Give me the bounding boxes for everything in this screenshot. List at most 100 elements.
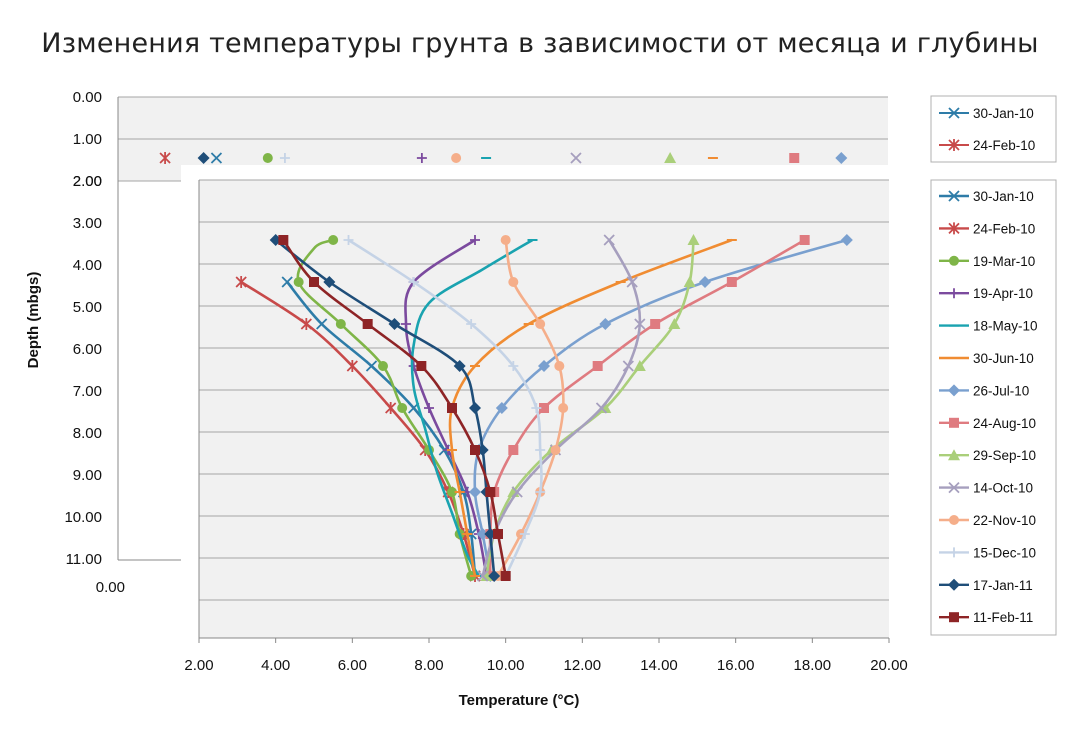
data-point (388, 318, 401, 330)
background-y-tick-label: 1.00 (73, 131, 102, 148)
series-11-Feb-11 (278, 235, 511, 581)
legend-marker (948, 384, 960, 397)
x-tick-label: 14.00 (640, 657, 678, 674)
legend-label: 26-Jul-10 (973, 383, 1029, 398)
data-point (466, 319, 477, 329)
x-tick-label: 6.00 (338, 657, 367, 674)
data-point (493, 529, 503, 539)
data-point (335, 319, 346, 329)
data-point (599, 402, 612, 413)
data-point (535, 445, 546, 455)
x-tick-label: 20.00 (870, 657, 908, 674)
legend-label: 19-Mar-10 (973, 254, 1035, 269)
x-tick-label: 10.00 (487, 657, 525, 674)
data-point (538, 360, 550, 372)
background-legend-label: 30-Jan-10 (973, 106, 1034, 121)
legend-marker (948, 222, 960, 235)
data-point (508, 277, 519, 287)
data-point (535, 319, 546, 329)
background-x-tick-label: 0.00 (96, 579, 125, 596)
data-point (346, 360, 358, 372)
legend-label: 24-Aug-10 (973, 416, 1036, 431)
data-point (385, 402, 397, 414)
data-point (519, 529, 530, 539)
legend-label: 18-May-10 (973, 319, 1038, 334)
data-point (550, 445, 561, 455)
data-point (316, 318, 328, 330)
data-point (343, 235, 354, 245)
data-point (726, 277, 737, 287)
background-y-tick-label: 0.00 (73, 89, 102, 106)
data-point (365, 360, 378, 372)
data-point (416, 361, 427, 371)
legend-marker (948, 190, 960, 202)
data-point (309, 277, 319, 287)
data-point (401, 319, 411, 329)
x-tick-label: 8.00 (414, 657, 443, 674)
data-point (554, 361, 565, 371)
background-data-point (197, 152, 210, 164)
data-point (508, 445, 519, 455)
data-point (485, 487, 496, 497)
data-point (668, 318, 681, 329)
background-legend-label: 24-Feb-10 (973, 138, 1035, 153)
legend-label: 22-Nov-10 (973, 513, 1036, 528)
legend-marker (949, 417, 959, 428)
background-legend-box (930, 95, 1057, 163)
background-data-point (789, 153, 800, 163)
y-tick-label: 8.00 (73, 425, 102, 442)
data-point (558, 403, 569, 413)
background-data-point (416, 153, 427, 163)
background-data-point (664, 152, 677, 163)
data-point (453, 360, 466, 372)
data-point (799, 235, 810, 245)
data-point (424, 403, 434, 413)
data-point (488, 570, 501, 582)
data-point (622, 360, 634, 372)
legend-marker (949, 612, 959, 623)
data-point (603, 234, 615, 246)
y-tick-label: 10.00 (64, 509, 102, 526)
data-point (634, 318, 646, 330)
page-title: Изменения температуры грунта в зависимос… (41, 28, 1039, 59)
y-tick-label: 7.00 (73, 383, 102, 400)
y-axis-title: Depth (mbgs) (25, 272, 42, 369)
data-point (495, 402, 508, 414)
data-point (397, 403, 408, 413)
data-point (699, 276, 711, 288)
data-point (323, 276, 336, 288)
y-tick-label: 5.00 (73, 299, 102, 316)
data-point (447, 403, 457, 413)
background-legend-marker (948, 107, 960, 119)
data-point (595, 402, 608, 414)
data-point (408, 277, 419, 287)
background-data-point (159, 152, 171, 164)
data-point (378, 361, 388, 371)
series-line (488, 238, 806, 577)
background-data-point (835, 152, 848, 164)
legend-label: 11-Feb-11 (973, 610, 1033, 625)
background-data-point (279, 153, 290, 163)
legend-marker (948, 481, 960, 494)
data-point (235, 276, 247, 288)
legend-marker (949, 255, 959, 266)
data-point (840, 234, 853, 246)
background-y-tick-label: 2.00 (73, 173, 102, 190)
data-point (599, 318, 612, 330)
legend-label: 17-Jan-11 (973, 578, 1033, 593)
data-point (293, 277, 304, 287)
y-tick-label: 4.00 (73, 257, 102, 274)
series-line (448, 238, 733, 577)
data-point (508, 361, 519, 371)
y-tick-label: 11.00 (66, 551, 102, 568)
y-tick-label: 6.00 (73, 341, 102, 358)
data-point (633, 360, 646, 371)
data-point (500, 571, 511, 581)
x-tick-label: 2.00 (184, 657, 213, 674)
data-point (328, 235, 339, 245)
legend-marker (949, 288, 959, 299)
data-point (300, 318, 312, 330)
background-legend-marker (948, 139, 960, 151)
data-point (470, 445, 480, 455)
x-tick-label: 18.00 (794, 657, 832, 674)
